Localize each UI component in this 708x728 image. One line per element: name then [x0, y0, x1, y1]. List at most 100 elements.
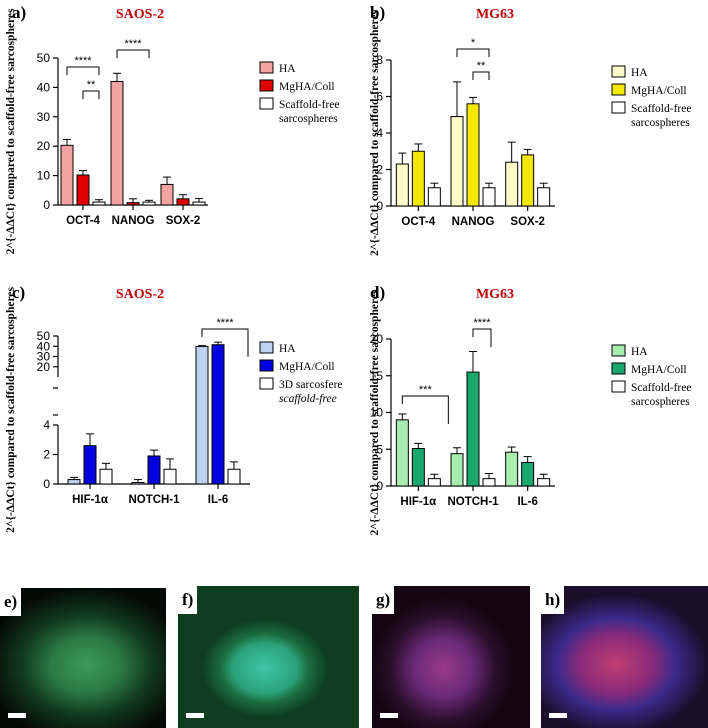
x-tick-label: IL-6	[208, 494, 228, 506]
y-axis-label: 2^{-ΔΔCt} compared to scaffold-free sarc…	[369, 10, 381, 256]
y-tick-label: 10	[37, 169, 51, 183]
bar	[110, 81, 124, 206]
y-tick-label: 2	[376, 163, 383, 177]
micrograph-g: g)	[372, 586, 530, 728]
panel-label: a)	[12, 3, 26, 22]
significance-label: ****	[124, 38, 142, 50]
x-tick-label: HIF-1α	[72, 494, 108, 506]
bar	[395, 163, 409, 207]
chart-panel-2: b) MG63 2^{-ΔΔCt} compared to scaffold-fre…	[369, 3, 691, 256]
y-tick-label: 40	[37, 339, 51, 353]
x-tick-label: HIF-1α	[400, 496, 436, 508]
micrograph-label: e)	[0, 588, 22, 616]
y-tick-label: 0	[43, 198, 50, 212]
significance-label: **	[87, 79, 96, 91]
figure-charts: a) SAOS-2 2^{-ΔΔCt} compared to scaffold-f…	[5, 3, 691, 535]
legend-label: sarcospheres	[631, 117, 690, 129]
chart-panel-3: c) SAOS-2 2^{-ΔΔCt} compared to scaffold-f…	[5, 283, 343, 533]
legend-label: sarcospheres	[279, 113, 338, 125]
bar	[67, 479, 81, 485]
legend-label: scaffold-free	[279, 393, 337, 405]
bar	[176, 198, 190, 206]
x-tick-label: NOTCH-1	[128, 494, 180, 506]
legend-swatch	[611, 362, 626, 375]
bar	[466, 103, 480, 207]
legend-label: Scaffold-free	[279, 99, 339, 111]
bar	[505, 451, 519, 487]
significance-label: *	[471, 37, 476, 49]
bar	[427, 187, 441, 207]
bar	[227, 468, 241, 485]
legend-label: HA	[631, 67, 648, 79]
bar	[60, 144, 74, 206]
bar	[450, 116, 464, 207]
legend-label: MgHA/Coll	[631, 364, 687, 376]
legend-swatch	[611, 65, 626, 78]
micrograph-h: h)	[541, 586, 708, 728]
significance-bracket	[456, 48, 490, 57]
y-tick-label: 20	[37, 139, 51, 153]
legend-swatch	[259, 377, 274, 390]
bar	[76, 174, 90, 206]
significance-label: ****	[216, 317, 234, 329]
legend-label: HA	[279, 63, 296, 75]
significance-bracket	[116, 49, 150, 58]
panel-label: c)	[12, 283, 25, 302]
micrograph-label: g)	[372, 586, 395, 614]
legend-label: HA	[631, 346, 648, 358]
legend-swatch	[611, 101, 626, 114]
y-axis-label: 2^{-ΔΔCt} compared to scaffold-free sarc…	[5, 287, 17, 533]
x-tick-label: NANOG	[452, 216, 495, 228]
significance-bracket	[401, 395, 449, 424]
significance-label: ****	[74, 55, 92, 67]
scale-bar	[549, 713, 567, 718]
panel-title: SAOS-2	[116, 287, 164, 302]
legend-swatch	[259, 79, 274, 92]
significance-bracket	[472, 328, 492, 347]
chart-panel-1: a) SAOS-2 2^{-ΔΔCt} compared to scaffold-f…	[5, 3, 339, 254]
bar	[482, 478, 496, 487]
y-tick-label: 0	[376, 479, 383, 493]
y-tick-label: 50	[37, 51, 51, 65]
x-tick-label: IL-6	[517, 496, 537, 508]
x-tick-label: OCT-4	[66, 215, 100, 227]
y-tick-label: 30	[37, 350, 51, 364]
bar	[83, 445, 97, 485]
bar	[537, 478, 551, 487]
scale-bar	[186, 713, 204, 718]
legend-label: sarcospheres	[631, 396, 690, 408]
y-tick-label: 8	[376, 53, 383, 67]
significance-bracket	[82, 90, 100, 99]
y-tick-label: 4	[43, 418, 50, 432]
legend-label: Scaffold-free	[631, 382, 691, 394]
micrograph-label: h)	[541, 586, 565, 614]
x-tick-label: NANOG	[112, 215, 155, 227]
y-tick-label: 50	[37, 329, 51, 343]
bar	[211, 344, 225, 485]
significance-bracket	[66, 66, 100, 75]
x-tick-label: NOTCH-1	[447, 496, 499, 508]
chart-panel-4: d) MG63 2^{-ΔΔCt} compared to scaffold-fre…	[369, 283, 691, 535]
y-tick-label: 0	[376, 199, 383, 213]
y-axis-label: 2^{-ΔΔCt} compared to scaffold-free sarc…	[5, 8, 17, 254]
significance-label: ****	[473, 317, 491, 329]
y-tick-label: 5	[376, 442, 383, 456]
legend-label: Scaffold-free	[631, 103, 691, 115]
bar	[521, 461, 535, 487]
bar	[521, 154, 535, 207]
legend-swatch	[259, 61, 274, 74]
significance-bracket	[201, 328, 249, 357]
bar	[482, 187, 496, 207]
legend-swatch	[611, 344, 626, 357]
legend-label: MgHA/Coll	[279, 361, 335, 373]
legend-label: HA	[279, 343, 296, 355]
y-tick-label: 2	[43, 448, 50, 462]
panel-label: d)	[370, 283, 385, 302]
micrograph-f: f)	[178, 586, 359, 728]
y-tick-label: 20	[370, 332, 384, 346]
bar	[450, 453, 464, 487]
x-tick-label: OCT-4	[401, 216, 435, 228]
bar	[147, 455, 161, 485]
bar	[163, 468, 177, 485]
bar	[99, 468, 113, 485]
